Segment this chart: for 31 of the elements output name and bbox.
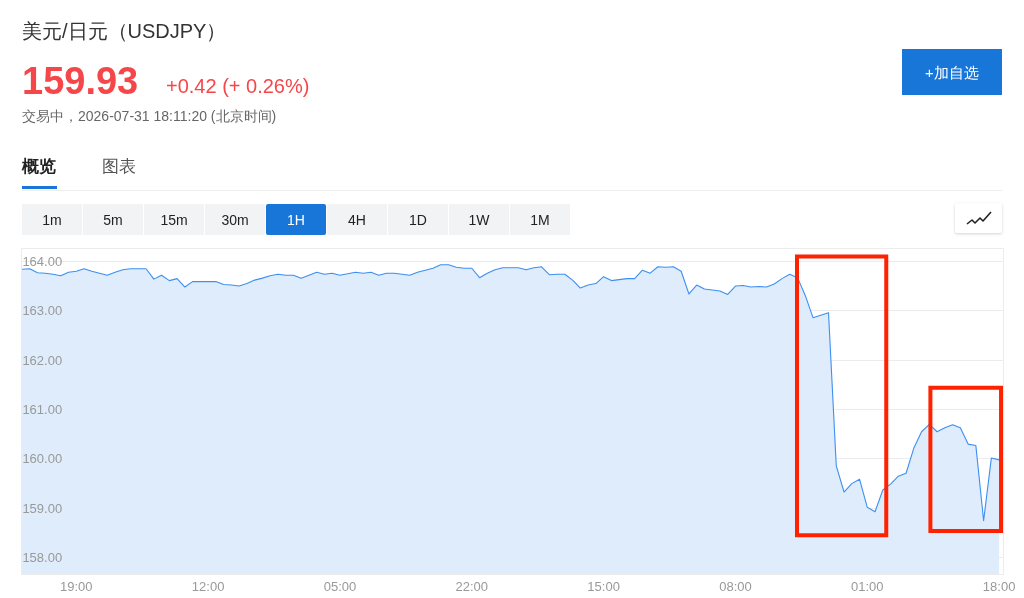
period-button: 1M: [510, 204, 570, 235]
y-tick-label: 160.00: [22, 451, 63, 467]
text: 159.93: [22, 60, 139, 102]
y-tick-label: 163.00: [22, 303, 63, 319]
text: 图表: [102, 157, 136, 176]
y-tick-label: 159.00: [22, 500, 63, 516]
text: 概览: [22, 157, 56, 176]
x-tick-label: 19:00: [60, 578, 93, 594]
x-tick-label: 05:00: [323, 578, 357, 594]
x-tick-label: 22:00: [455, 578, 489, 594]
y-tick-label: 164.00: [22, 253, 63, 269]
y-tick-label: 161.00: [22, 402, 63, 418]
x-tick-label: 01:00: [851, 578, 884, 594]
period-button: 1W: [449, 204, 509, 235]
period-button: 15m: [144, 204, 204, 235]
period-button: 5m: [83, 204, 143, 235]
period-button: 1D: [388, 204, 448, 235]
x-tick-label: 15:00: [587, 578, 620, 594]
text: +0.42 (+ 0.26%): [166, 75, 310, 97]
period-button: 1H: [266, 204, 326, 235]
period-button: 30m: [205, 204, 265, 235]
period-button: 4H: [327, 204, 387, 235]
text: 交易中，2026-07-31 18:11:20 (北京时间): [22, 108, 277, 124]
x-tick-label: 12:00: [191, 578, 225, 594]
x-tick-label: 18:00: [982, 578, 1016, 594]
period-button: 1m: [22, 204, 82, 235]
chart-title: 美元/日元（USDJPY）: [22, 20, 227, 42]
y-tick-label: 158.00: [22, 550, 63, 566]
y-tick-label: 162.00: [22, 352, 63, 368]
add-button: +加自选: [902, 49, 1002, 95]
x-tick-label: 08:00: [719, 578, 752, 594]
